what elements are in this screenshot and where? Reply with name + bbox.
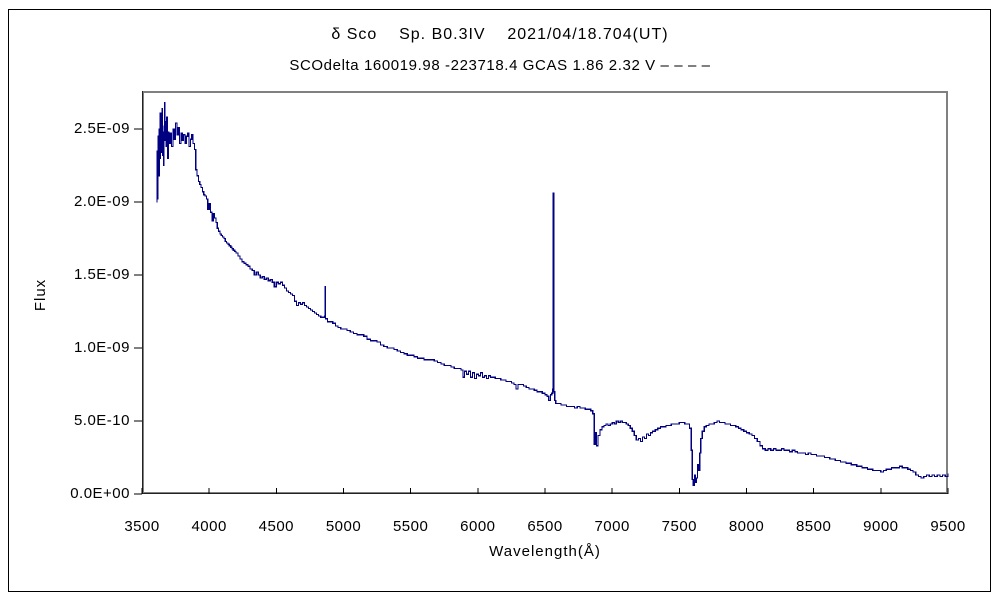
x-tick-label: 5000 [325, 518, 362, 535]
x-tick-label: 5500 [392, 518, 429, 535]
y-tick-label: 2.5E-09 [73, 119, 130, 137]
x-tick-label: 7500 [661, 518, 698, 535]
x-axis-title: Wavelength(Å) [489, 543, 601, 560]
plot-box-border [142, 91, 948, 494]
x-tick-label: 3500 [124, 518, 160, 535]
chart-title-line-2: SCOdelta 160019.98 -223718.4 GCAS 1.86 2… [289, 57, 711, 74]
figure-outer-border [8, 9, 991, 592]
x-tick-label: 9500 [930, 518, 966, 535]
x-tick-label: 4000 [191, 518, 227, 535]
x-tick-label: 7000 [594, 518, 630, 535]
x-tick-label: 4500 [258, 518, 295, 535]
x-tick-label: 8500 [795, 518, 832, 535]
x-tick-label: 6500 [527, 518, 563, 535]
spectrum-svg [134, 91, 949, 495]
y-tick-label: 1.5E-09 [73, 265, 130, 283]
chart-title-line-1: δ Sco Sp. B0.3IV 2021/04/18.704(UT) [331, 26, 669, 43]
x-tick-label: 9000 [863, 518, 899, 535]
spectrum-line [156, 102, 949, 486]
y-tick-label: 5.0E-10 [73, 411, 130, 429]
x-tick-label: 6000 [460, 518, 496, 535]
y-tick-label: 1.0E-09 [73, 338, 130, 356]
y-tick-label: 0.0E+00 [70, 485, 130, 502]
spectrum-plot-area [134, 91, 949, 495]
x-tick-label: 8000 [728, 518, 765, 535]
y-tick-label: 2.0E-09 [73, 192, 130, 210]
